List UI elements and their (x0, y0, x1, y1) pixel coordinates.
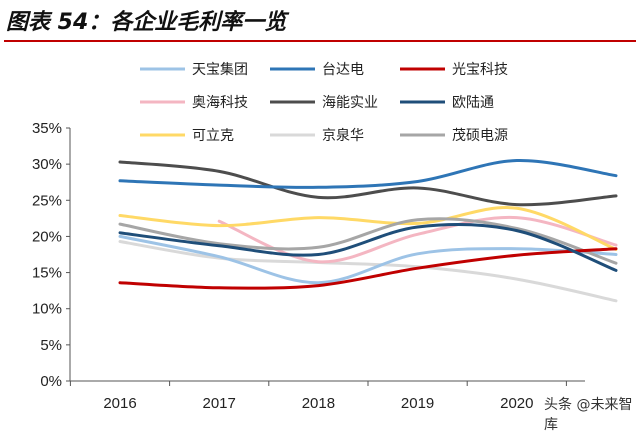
series-line-6 (118, 206, 618, 251)
series-line-1 (118, 158, 618, 189)
x-tick-label: 2020 (500, 395, 533, 412)
chart-title: 图表 54：各企业毛利率一览 (6, 10, 287, 35)
series-line-8 (118, 217, 618, 265)
x-tick-label: 2019 (401, 395, 434, 412)
y-tick-label: 10% (32, 301, 62, 318)
series-line-0 (118, 234, 618, 285)
line-chart: 0% 5% 10% 15% 20% 25% 30% 35% 2016 2017 2018 2019 20… (32, 61, 618, 412)
series-line-2 (118, 247, 618, 290)
y-tick-label: 20% (32, 228, 62, 245)
legend-label-3: 奥海科技 (192, 94, 248, 111)
legend-label-5: 欧陆通 (452, 95, 494, 111)
legend-label-0: 天宝集团 (192, 61, 248, 78)
title-divider (4, 40, 636, 42)
legend-label-4: 海能实业 (322, 95, 378, 111)
legend-label-2: 光宝科技 (452, 62, 508, 78)
series-line-5 (118, 223, 618, 272)
legend-label-1: 台达电 (322, 62, 364, 78)
y-tick-label: 0% (40, 373, 62, 390)
y-tick-label: 35% (32, 120, 62, 137)
x-tick-label: 2017 (203, 395, 236, 412)
series-line-7 (118, 240, 618, 303)
y-tick-label: 5% (40, 337, 62, 354)
legend-label-6: 可立克 (192, 128, 234, 144)
legend-label-8: 茂硕电源 (452, 127, 508, 144)
x-tick-label: 2018 (302, 395, 335, 412)
series-lines (118, 158, 618, 303)
legend-label-7: 京泉华 (322, 127, 364, 144)
series-line-4 (118, 160, 618, 207)
y-tick-label: 25% (32, 192, 62, 209)
watermark: 头条 @未来智库 (544, 397, 633, 433)
y-tick-label: 15% (32, 265, 62, 282)
x-tick-label: 2016 (103, 395, 136, 412)
axes: 0% 5% 10% 15% 20% 25% 30% 35% 2016 2017 2018 2019 20… (32, 120, 585, 412)
y-tick-label: 30% (32, 156, 62, 173)
